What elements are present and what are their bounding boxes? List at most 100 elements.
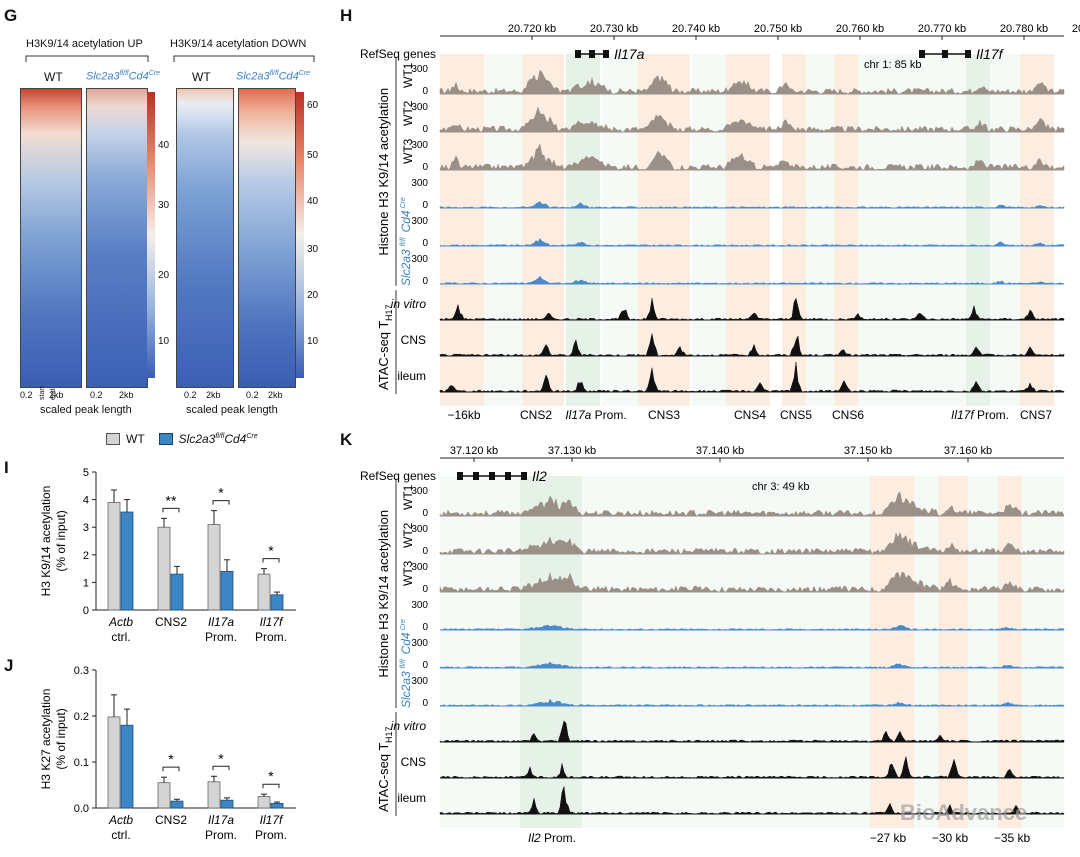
coord-label: 20.780 kb [1000,23,1048,35]
highlight-region [726,54,770,406]
scale-max: 300 [411,638,428,649]
gene-exon [589,50,595,58]
g-col-ko-2: Slc2a3fl/flCd4Cre [236,70,311,83]
y-tick-label: 4 [83,495,89,507]
chart-j: 0.0 0.1 0.2 0.3 H3 K27 acetylation (% of inpu… [39,665,296,842]
group-down-label: H3K9/14 acetylation DOWN [170,38,307,50]
histone-track-wt [439,571,1065,593]
coord-label: 37.130 kb [548,445,596,457]
y-tick-label: 0 [83,605,89,617]
highlight-region [440,476,520,828]
atac-track [439,720,1065,743]
atac-track-label: CNS [401,333,426,347]
g-x-right-2: 2kb [119,390,134,400]
g-x-start: start [39,386,46,400]
g-x-left-2: 0.2 [90,390,103,400]
highlight-region [1020,54,1054,406]
coord-label: 20.760 kb [836,23,884,35]
highlight-region [968,476,998,828]
atac-track-label: in vitro [391,297,427,311]
bar-wt [107,501,121,611]
scale-up-tick-4: 10 [158,336,170,347]
svg-text:Cre: Cre [400,619,407,630]
g-xlabel-1: scaled peak length [40,404,132,416]
svg-text:H17: H17 [384,304,394,321]
histone-ylabel: Histone H3 K9/14 acetylation [376,510,391,678]
g-col-wt-1: WT [44,70,63,84]
y-tick-label: 0.3 [74,665,89,677]
region-label: −27 kb [870,831,907,845]
y-axis-title: H3 K9/14 acetylation (% of input) [39,486,68,597]
atac-track [439,786,1065,815]
scale-up-tick-1: 40 [158,140,170,151]
bar-wt [107,716,121,809]
highlight-region [566,54,600,406]
svg-text:(% of input): (% of input) [54,510,68,571]
bar-ko [170,573,184,611]
gene-exon [473,472,479,480]
x-tick-label: CNS2 [155,615,187,629]
g-x-right-3: 2kb [206,390,221,400]
highlight-region [692,54,726,406]
scale-min: 0 [422,238,428,249]
gene-exon [603,50,609,58]
gene-exon [521,472,527,480]
x-tick-label: Il17a [208,615,234,629]
region-label: CNS5 [780,408,812,422]
scale-down-tick-3: 40 [307,196,319,207]
scale-down-tick-6: 10 [307,336,319,347]
x-tick-label: CNS2 [155,813,187,827]
g-x-right-1: 2kb [49,390,64,400]
svg-text:WT3: WT3 [401,560,415,586]
panel-label-h: H [340,6,353,25]
refseq-label: RefSeq genes [360,47,436,61]
highlight-region [440,54,484,406]
x-tick-label-2: Prom. [205,630,237,644]
scale-down-tick-2: 50 [307,150,319,161]
legend-ko-swatch [158,433,173,445]
g-col-wt-2: WT [192,70,211,84]
scale-max: 300 [411,64,428,75]
region-label: Il17a Prom. [565,408,626,422]
y-tick-label: 3 [83,522,89,534]
gene-exon [575,50,581,58]
highlight-region [806,54,834,406]
x-tick-label: Actb [108,813,133,827]
y-tick-label: 0.1 [74,757,89,769]
sig-bracket [212,500,230,505]
highlight-region [638,54,690,406]
svg-text:Histone H3 K9/14 acetylation: Histone H3 K9/14 acetylation [376,510,391,678]
gene-name: Il17f [976,46,1005,62]
scale-min: 0 [422,162,428,173]
highlight-region [966,54,990,406]
scale-min: 0 [422,622,428,633]
svg-text:(% of input): (% of input) [54,708,68,769]
highlight-region [602,54,638,406]
coord-label: 20.790 kb [1072,23,1080,35]
scale-up-tick-2: 30 [158,200,170,211]
chr-label: chr 3: 49 kb [752,481,809,493]
g-x-right-4: 2kb [268,390,283,400]
track-label-wt: WT3 [401,138,415,164]
histone-track-ko [439,201,1065,209]
scale-min: 0 [422,276,428,287]
histone-track-wt [439,69,1065,95]
scale-max: 300 [411,676,428,687]
bar-ko [120,724,134,809]
scale-min: 0 [422,546,428,557]
g-col-ko-1: Slc2a3fl/flCd4Cre [86,70,161,83]
x-tick-label: Il17f [260,813,284,827]
heatmap-up-ko [86,88,148,388]
panel-k-browser: 37.120 kb 37.130 kb 37.140 kb 37.150 kb 37.1… [360,445,1065,845]
x-tick-label-2: Prom. [255,630,287,644]
histone-track-wt [439,106,1065,133]
atac-track-label: ileum [397,791,426,805]
x-tick-label: Actb [108,615,133,629]
bar-ko [270,594,284,611]
legend-ko-label: Slc2a3fl/flCd4Cre [178,432,258,446]
x-tick-label-2: ctrl. [111,630,130,644]
scale-min: 0 [422,698,428,709]
svg-text:WT3: WT3 [401,138,415,164]
svg-text:H3 K27 acetylation: H3 K27 acetylation [39,689,53,790]
